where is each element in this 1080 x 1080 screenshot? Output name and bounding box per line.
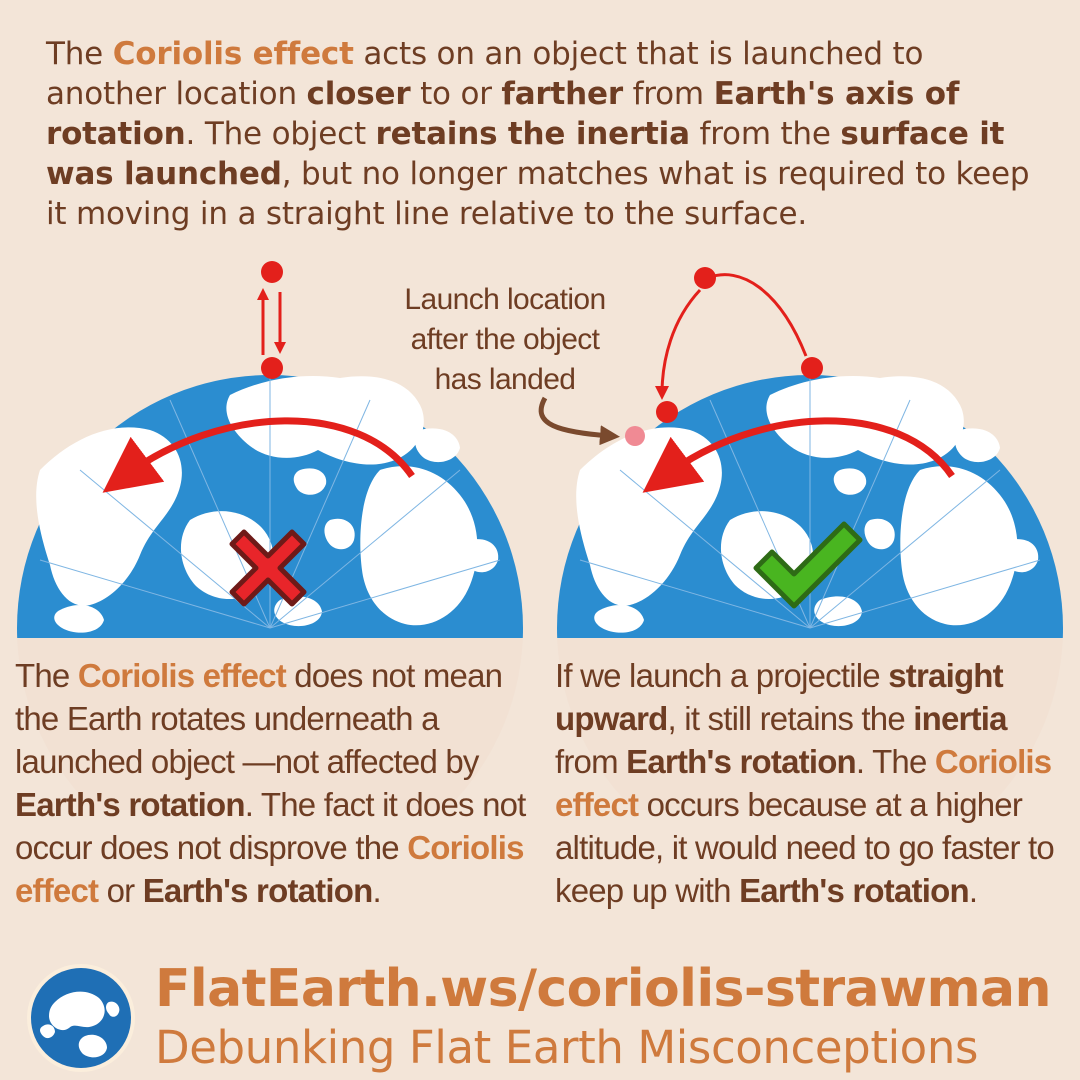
projectile-landing-dot bbox=[656, 401, 678, 423]
projectile-launch-dot bbox=[261, 357, 283, 379]
left-highlight: Coriolis effect bbox=[15, 829, 524, 909]
callout-arrow bbox=[538, 396, 620, 446]
intro-bold: retains the inertia bbox=[375, 116, 690, 152]
launch-location-callout: Launch location after the object has lan… bbox=[380, 280, 630, 400]
intro-bold: surface it was launched bbox=[46, 116, 1005, 192]
intro-bold: closer bbox=[306, 76, 411, 112]
left-text: does not mean the Earth rotates undernea… bbox=[15, 657, 503, 780]
left-rotation-arrow bbox=[102, 417, 415, 493]
left-bold: Earth's rotation bbox=[15, 786, 246, 823]
right-text: from bbox=[555, 743, 627, 780]
right-text: occurs because at a higher altitude, it … bbox=[555, 786, 1055, 909]
right-bold: straight upward bbox=[555, 657, 1004, 737]
callout-line: Launch location bbox=[404, 283, 606, 316]
left-text: The bbox=[15, 657, 78, 694]
intro-bold: Earth's axis of rotation bbox=[46, 76, 960, 152]
intro-bold: farther bbox=[501, 76, 623, 112]
left-bold: Earth's rotation bbox=[142, 872, 374, 909]
original-launch-location-dot bbox=[625, 426, 645, 446]
intro-text: , but no longer matches what is required… bbox=[46, 156, 1030, 232]
right-text: If we launch a projectile bbox=[555, 657, 889, 694]
intro-highlight: Coriolis effect bbox=[112, 36, 354, 72]
right-bold: Earth's rotation bbox=[626, 743, 857, 780]
callout-line: after the object bbox=[410, 323, 600, 356]
right-text: . The bbox=[855, 743, 935, 780]
right-rotation-arrow bbox=[642, 417, 955, 493]
right-projectile-path bbox=[625, 267, 823, 446]
red-x-icon bbox=[229, 529, 307, 607]
right-highlight: Coriolis effect bbox=[555, 743, 1052, 823]
green-checkmark-icon bbox=[753, 521, 863, 609]
footer-tagline: Debunking Flat Earth Misconceptions bbox=[155, 1021, 978, 1074]
intro-text: acts on an object that is launched to an… bbox=[46, 36, 924, 112]
left-text: . bbox=[372, 872, 381, 909]
coriolis-diagram bbox=[17, 261, 1063, 810]
intro-text: from bbox=[622, 76, 714, 112]
left-projectile-path bbox=[257, 261, 286, 379]
right-bold: inertia bbox=[913, 700, 1007, 737]
intro-text: to or bbox=[410, 76, 502, 112]
callout-line: has landed bbox=[434, 363, 576, 396]
left-highlight: Coriolis effect bbox=[77, 657, 287, 694]
intro-text: . The object bbox=[185, 116, 376, 152]
projectile-apex-dot bbox=[694, 267, 716, 289]
right-text: . bbox=[968, 872, 978, 909]
projectile-start-dot bbox=[801, 357, 823, 379]
intro-text: from the bbox=[689, 116, 841, 152]
right-text: , it still retains the bbox=[667, 700, 914, 737]
left-explanation: The Coriolis effect does not mean the Ea… bbox=[15, 654, 535, 912]
left-text: . The fact it does not occur does not di… bbox=[15, 786, 526, 866]
globe-logo-icon[interactable] bbox=[25, 962, 137, 1074]
right-bold: Earth's rotation bbox=[739, 872, 970, 909]
right-explanation: If we launch a projectile straight upwar… bbox=[555, 654, 1075, 912]
intro-text: The bbox=[46, 36, 113, 72]
footer-url[interactable]: FlatEarth.ws/coriolis-strawman bbox=[155, 959, 1052, 1019]
intro-paragraph: The Coriolis effect acts on an object th… bbox=[46, 34, 1046, 234]
projectile-apex-dot bbox=[261, 261, 283, 283]
left-text: or bbox=[98, 872, 143, 909]
